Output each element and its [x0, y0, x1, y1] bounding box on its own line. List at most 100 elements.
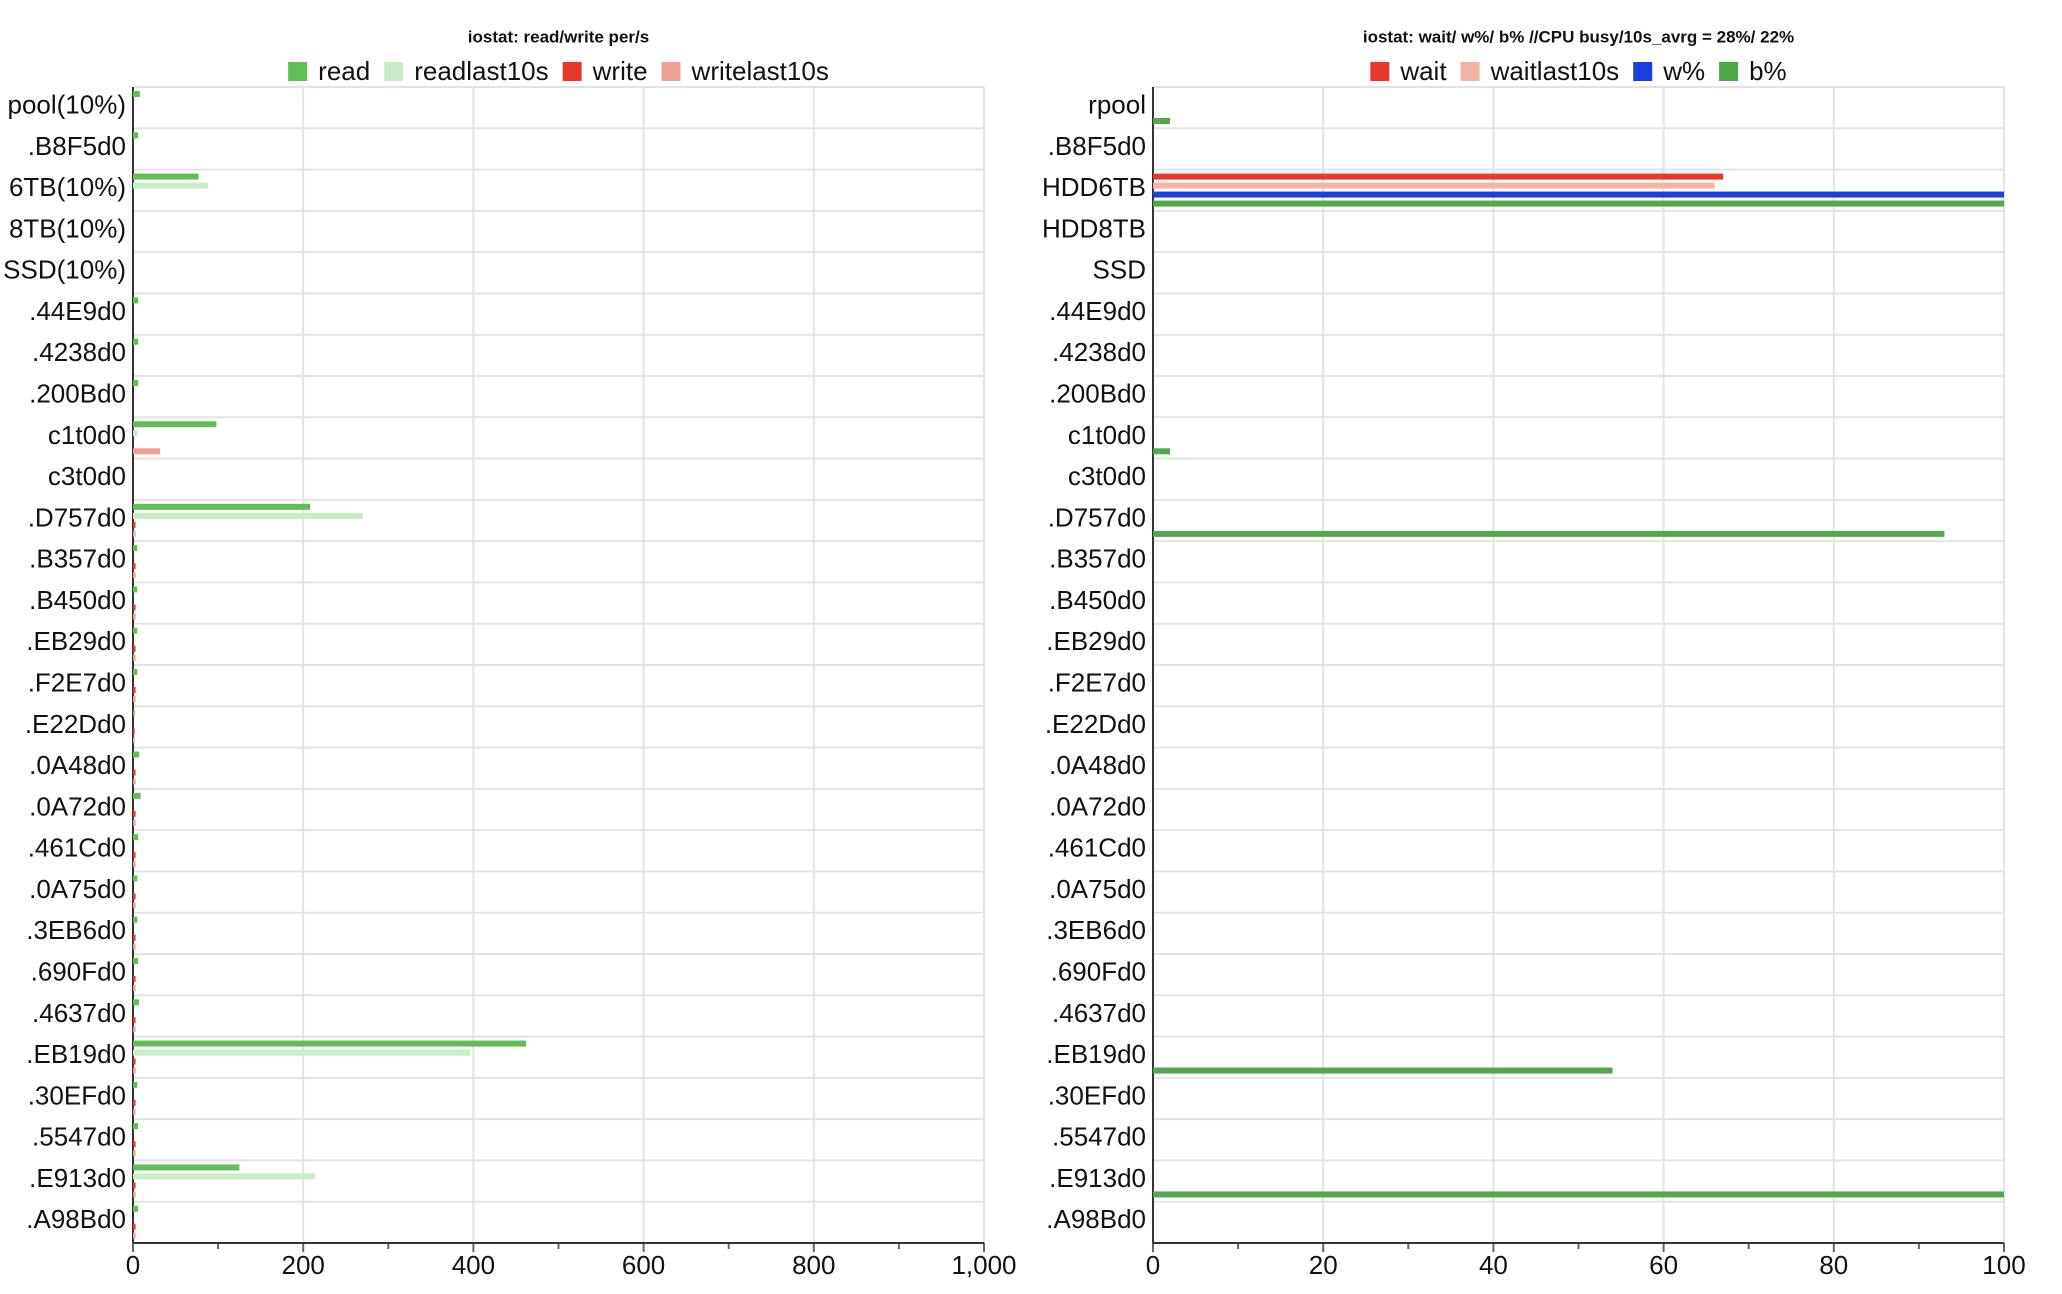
y-tick-label: .3EB6d0 — [26, 915, 126, 945]
legend-label: waitlast10s — [1490, 56, 1620, 86]
y-tick-label: .EB19d0 — [26, 1039, 126, 1069]
legend-swatch — [1460, 62, 1480, 81]
y-tick-label: .4637d0 — [1052, 998, 1146, 1028]
bar — [133, 1049, 470, 1056]
bar — [133, 1099, 136, 1106]
legend: read readlast10s write writelast10s — [288, 56, 829, 86]
bar — [133, 572, 136, 579]
legend-swatch — [288, 62, 308, 81]
bar — [133, 1223, 136, 1230]
y-tick-label: .461Cd0 — [28, 833, 126, 863]
legend-label: writelast10s — [691, 56, 829, 86]
bar — [133, 430, 138, 437]
legend-label: b% — [1749, 56, 1787, 86]
y-tick-label: .A98Bd0 — [26, 1204, 126, 1234]
bar — [133, 338, 139, 345]
y-tick-label: .5547d0 — [32, 1122, 126, 1152]
y-tick-label: HDD8TB — [1042, 213, 1146, 243]
y-tick-label: .B8F5d0 — [1048, 131, 1146, 161]
y-tick-label: .690Fd0 — [1051, 957, 1146, 987]
x-tick-label: 200 — [282, 1250, 325, 1280]
y-tick-label: .4238d0 — [1052, 337, 1146, 367]
bar — [133, 421, 217, 428]
y-tick-label: .E913d0 — [1049, 1163, 1146, 1193]
legend-label: readlast10s — [414, 56, 548, 86]
chart-title: iostat: read/write per/s — [468, 27, 649, 46]
bar — [133, 1182, 136, 1189]
x-tick-label: 600 — [622, 1250, 665, 1280]
y-tick-label: .E22Dd0 — [25, 709, 126, 739]
y-tick-label: .0A75d0 — [29, 874, 126, 904]
legend-swatch — [1719, 62, 1739, 81]
chart: iostat: read/write per/s read readlast10s w… — [3, 27, 1016, 1279]
bar — [133, 503, 311, 510]
y-tick-label: .A98Bd0 — [1046, 1204, 1146, 1234]
x-tick-label: 80 — [1819, 1250, 1848, 1280]
y-tick-label: .F2E7d0 — [1048, 668, 1146, 698]
y-tick-label: .4637d0 — [32, 998, 126, 1028]
y-tick-label: .0A72d0 — [1049, 791, 1146, 821]
y-tick-label: .EB29d0 — [1046, 626, 1146, 656]
bar — [133, 728, 135, 735]
bar — [133, 627, 138, 634]
legend-label: wait — [1399, 56, 1447, 86]
bar — [133, 297, 139, 304]
legend-label: write — [592, 56, 648, 86]
y-tick-label: .B8F5d0 — [28, 131, 126, 161]
y-tick-label: .D757d0 — [28, 502, 126, 532]
bar — [133, 563, 136, 570]
x-tick-label: 0 — [1146, 1250, 1160, 1280]
y-tick-label: .EB19d0 — [1046, 1039, 1146, 1069]
bar — [1153, 182, 1715, 189]
y-tick-label: SSD(10%) — [3, 255, 126, 285]
bar — [133, 819, 136, 826]
bar — [133, 751, 139, 758]
chart: iostat: wait/ w%/ b% //CPU busy/10s_avrg… — [1042, 27, 2026, 1279]
bar — [133, 985, 136, 991]
x-tick-label: 60 — [1649, 1250, 1678, 1280]
y-tick-label: .0A75d0 — [1049, 874, 1146, 904]
bar — [133, 645, 136, 652]
bar — [133, 1067, 136, 1074]
y-tick-label: .EB29d0 — [26, 626, 126, 656]
y-tick-label: .200Bd0 — [29, 379, 126, 409]
y-tick-label: .0A48d0 — [1049, 750, 1146, 780]
bar — [133, 710, 135, 717]
bar — [133, 861, 136, 868]
y-tick-label: .E22Dd0 — [1045, 709, 1146, 739]
bar — [133, 875, 138, 882]
y-tick-label: .5547d0 — [1052, 1122, 1146, 1152]
bar — [133, 512, 363, 519]
y-tick-label: SSD — [1093, 255, 1146, 285]
bar — [133, 999, 139, 1006]
y-tick-label: c3t0d0 — [1068, 461, 1146, 491]
y-tick-label: c1t0d0 — [48, 420, 126, 450]
legend: wait waitlast10s w% b% — [1370, 56, 1787, 86]
y-tick-label: .F2E7d0 — [28, 668, 126, 698]
bar — [133, 976, 136, 982]
bar — [1153, 191, 2004, 198]
y-tick-label: .30EFd0 — [1048, 1080, 1146, 1110]
bar — [133, 769, 136, 776]
y-tick-label: c1t0d0 — [1068, 420, 1146, 450]
bar — [133, 1232, 136, 1239]
legend-label: read — [318, 56, 370, 86]
bar — [1153, 173, 1724, 180]
y-tick-label: HDD6TB — [1042, 172, 1146, 202]
bar — [133, 1141, 136, 1148]
bar — [133, 132, 139, 139]
bar — [1153, 530, 1945, 537]
bar — [133, 902, 136, 909]
bar — [133, 778, 136, 785]
bar — [133, 380, 139, 386]
bar — [133, 1040, 527, 1047]
y-tick-label: .E913d0 — [29, 1163, 126, 1193]
x-tick-label: 100 — [1982, 1250, 2025, 1280]
bar — [133, 943, 136, 950]
bar — [1153, 1067, 1613, 1074]
legend-swatch — [661, 62, 681, 81]
bar — [133, 173, 199, 180]
y-tick-label: rpool — [1088, 90, 1146, 120]
bar — [133, 1026, 136, 1033]
